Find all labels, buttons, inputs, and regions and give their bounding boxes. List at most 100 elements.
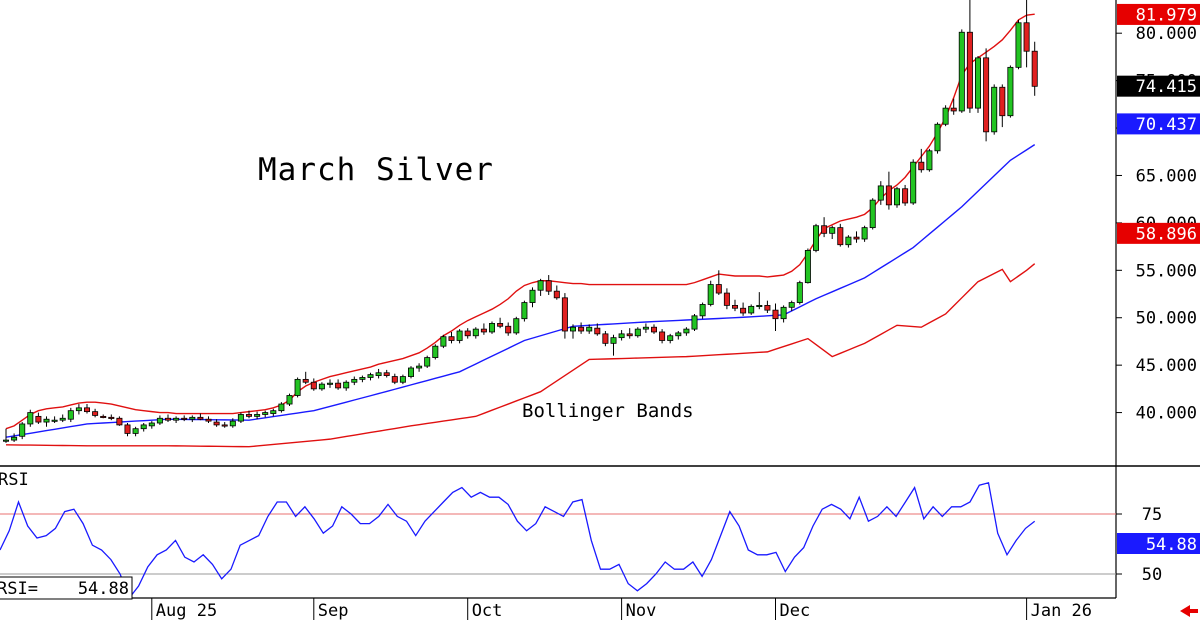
candle-body xyxy=(440,336,447,347)
candle xyxy=(991,84,998,135)
candle xyxy=(278,402,285,413)
candle-body xyxy=(837,227,844,246)
candle xyxy=(19,422,26,440)
candle-body xyxy=(335,382,342,389)
candle-body xyxy=(586,326,593,332)
rsi-tick-label: 75 xyxy=(1142,505,1162,525)
candle xyxy=(124,423,131,437)
price-label-middle-band: 70.437 xyxy=(1117,113,1200,135)
candle-body xyxy=(634,328,641,337)
candle xyxy=(318,382,325,391)
candle-body xyxy=(675,332,682,337)
candle-body xyxy=(991,86,998,133)
candle xyxy=(902,184,909,206)
candle xyxy=(578,322,585,334)
candle xyxy=(683,327,690,336)
candle xyxy=(432,344,439,360)
candle-body xyxy=(1015,22,1022,68)
candle-body xyxy=(845,236,852,246)
candle xyxy=(286,393,293,406)
candle-body xyxy=(740,307,747,314)
candle-body xyxy=(691,315,698,330)
candle-body xyxy=(11,436,18,441)
candle-body xyxy=(84,407,91,413)
candle-body xyxy=(821,225,828,234)
candle-body xyxy=(618,333,625,339)
candle xyxy=(440,334,447,349)
candle xyxy=(699,302,706,319)
candle-body xyxy=(529,289,536,303)
candle xyxy=(391,373,398,385)
candle xyxy=(1007,65,1014,118)
candle xyxy=(335,379,342,390)
candle xyxy=(537,278,544,296)
candle xyxy=(464,328,471,339)
price-tick-label: 50.000 xyxy=(1136,309,1197,329)
candle-body xyxy=(521,302,528,320)
candle-body xyxy=(715,284,722,294)
candle-body xyxy=(545,280,552,292)
rsi-last-label-box xyxy=(1117,533,1200,554)
candle-body xyxy=(829,227,836,234)
candle-body xyxy=(424,357,431,367)
candle-body xyxy=(59,417,66,421)
candle xyxy=(958,29,965,113)
candle xyxy=(821,217,828,238)
candle xyxy=(950,98,957,115)
candlesticks xyxy=(3,0,1038,443)
candle xyxy=(877,181,884,205)
candle xyxy=(570,324,577,339)
candle-body xyxy=(513,318,520,334)
scroll-right-arrow-icon[interactable] xyxy=(1180,605,1198,617)
candle xyxy=(942,105,949,127)
time-axis-label: Sep xyxy=(318,601,349,621)
candle xyxy=(910,159,917,205)
candle xyxy=(59,414,66,423)
rsi-readout-value: 54.88 xyxy=(78,579,129,599)
candle xyxy=(894,186,901,208)
candle-body xyxy=(181,417,188,420)
price-label-box xyxy=(1117,75,1200,97)
candle-body xyxy=(116,417,123,426)
candle-body xyxy=(416,365,423,369)
candle-body xyxy=(140,424,147,430)
candle-body xyxy=(375,372,382,376)
candle-body xyxy=(764,305,771,311)
candle xyxy=(529,287,536,308)
candle xyxy=(67,407,74,423)
candle-body xyxy=(27,412,34,425)
candle xyxy=(488,321,495,334)
candle xyxy=(723,288,730,310)
candle xyxy=(262,410,269,418)
candle xyxy=(740,302,747,316)
candle-body xyxy=(464,330,471,337)
candle xyxy=(416,363,423,372)
candle-body xyxy=(399,376,406,383)
rsi-readout-label: RSI= xyxy=(0,579,38,599)
candle-body xyxy=(3,439,9,442)
candle-body xyxy=(537,280,544,291)
candle-body xyxy=(983,57,990,133)
candle xyxy=(796,280,803,305)
candle xyxy=(367,372,374,381)
candle xyxy=(772,303,779,332)
price-label-text: 58.896 xyxy=(1136,224,1197,244)
candle-body xyxy=(124,424,131,434)
candle xyxy=(132,426,139,437)
candle-body xyxy=(561,297,568,332)
candle xyxy=(148,421,155,429)
candle-body xyxy=(780,306,787,320)
price-label-lower-band: 58.896 xyxy=(1117,222,1200,244)
candle-body xyxy=(318,383,325,390)
candle-body xyxy=(383,372,390,376)
candle xyxy=(237,412,244,424)
candle-body xyxy=(553,290,560,299)
price-tick-label: 40.000 xyxy=(1136,404,1197,424)
candle xyxy=(456,329,463,344)
price-tick-label: 65.000 xyxy=(1136,166,1197,186)
candle xyxy=(1015,19,1022,70)
candle xyxy=(561,293,568,339)
candle-body xyxy=(205,418,212,422)
